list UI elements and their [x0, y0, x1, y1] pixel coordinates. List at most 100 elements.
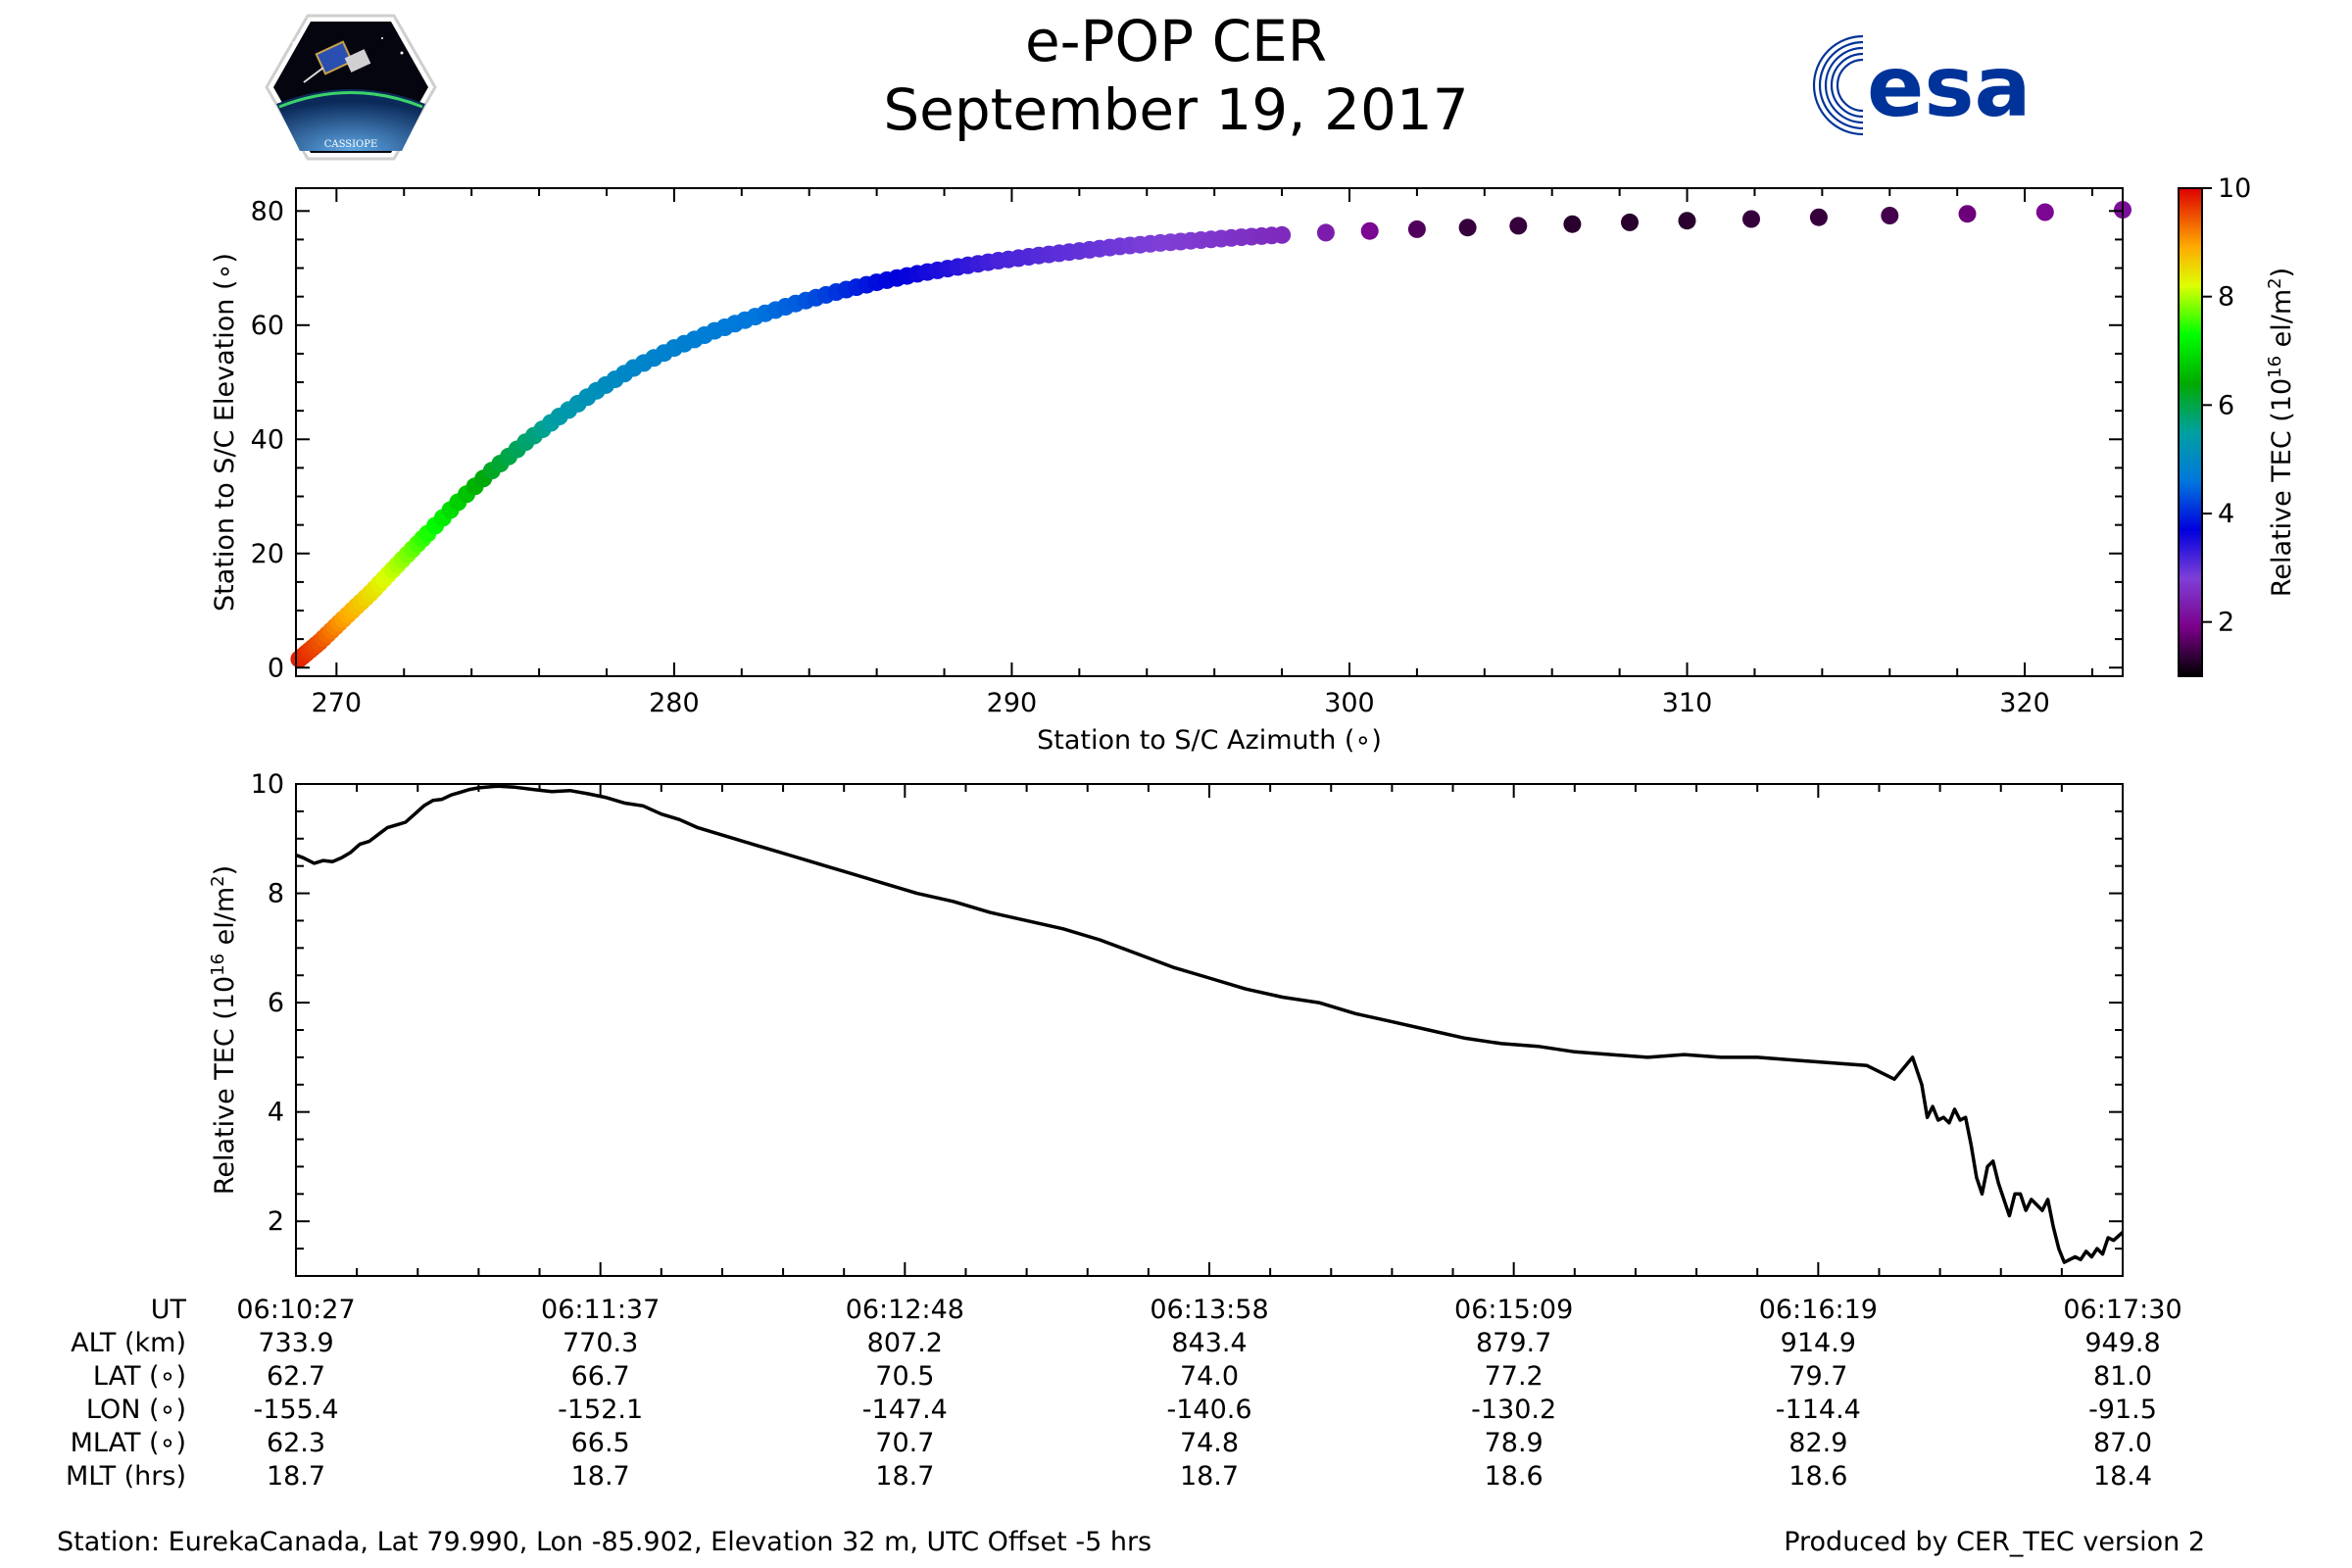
y-axis-label: Relative TEC (1016 el/m2)	[208, 865, 241, 1195]
table-cell: -130.2	[1471, 1395, 1557, 1425]
table-cell: 74.0	[1179, 1361, 1240, 1392]
label-superscript: 2	[2265, 277, 2285, 288]
tec-time-plot: 2 4 6 8 10 Relative TEC (1016 el/m2)	[208, 769, 2125, 1277]
table-cell: 74.8	[1179, 1428, 1240, 1458]
track-point	[1563, 215, 1582, 233]
table-cell: 879.7	[1476, 1328, 1552, 1358]
table-cell: 18.7	[1179, 1461, 1240, 1492]
track-point	[1407, 220, 1426, 238]
table-cell: 18.6	[1788, 1461, 1848, 1492]
label-segment: el/m	[2267, 289, 2297, 356]
x-tick-label: 280	[649, 688, 700, 718]
y-tick-label: 60	[251, 311, 284, 341]
table-cell: 62.7	[266, 1361, 326, 1392]
label-segment: Relative TEC (10	[2267, 378, 2297, 597]
table-cell: 18.7	[875, 1461, 935, 1492]
table-cell: 06:13:58	[1150, 1295, 1269, 1325]
table-cell: 06:10:27	[236, 1295, 356, 1325]
table-cell: -155.4	[253, 1395, 339, 1425]
table-cell: 733.9	[258, 1328, 334, 1358]
y-tick-label: 2	[268, 1206, 284, 1237]
table-row-label: MLAT (∘)	[70, 1428, 186, 1458]
tec-series-line	[295, 784, 2125, 1264]
station-info: Station: EurekaCanada, Lat 79.990, Lon -…	[57, 1527, 1152, 1557]
table-cell: -91.5	[2088, 1395, 2157, 1425]
esa-logo-text: esa	[1867, 38, 2032, 136]
colorbar-label: Relative TEC (1016 el/m2)	[2265, 268, 2298, 597]
table-cell: 807.2	[866, 1328, 943, 1358]
x-tick-label: 300	[1324, 688, 1375, 718]
table-cell: -147.4	[861, 1395, 948, 1425]
elevation-azimuth-plot: 270 280 290 300 310 320 0 20 40 60 80 Station to S/…	[210, 187, 2132, 756]
y-tick-label: 0	[268, 653, 284, 683]
cassiope-logo-text: CASSIOPE	[324, 139, 378, 150]
plot-frame	[295, 783, 2124, 1277]
track-point	[1678, 212, 1696, 230]
table-cell: 06:16:19	[1758, 1295, 1878, 1325]
y-tick-label: 10	[251, 769, 284, 800]
y-tick-label: 20	[251, 539, 284, 569]
table-cell: 77.2	[1484, 1361, 1544, 1392]
y-tick-label: 8	[268, 879, 284, 909]
table-cell: 66.5	[570, 1428, 630, 1458]
table-cell: 770.3	[563, 1328, 639, 1358]
label-segment: )	[210, 865, 240, 876]
figure-title: e-POP CER	[1024, 8, 1328, 74]
label-superscript: 16	[208, 954, 228, 976]
y-tick-label: 40	[251, 424, 284, 455]
y-tick-label: 80	[251, 196, 284, 226]
track-point	[2035, 203, 2054, 221]
table-cell: 87.0	[2092, 1428, 2153, 1458]
label-segment: el/m	[210, 887, 240, 954]
table-cell: 70.7	[875, 1428, 935, 1458]
x-axis-label: Station to S/C Azimuth (∘)	[1037, 725, 1382, 756]
table-cell: 06:17:30	[2063, 1295, 2182, 1325]
track-point	[1316, 223, 1335, 242]
table-cell: 06:12:48	[845, 1295, 964, 1325]
table-cell: 70.5	[875, 1361, 935, 1392]
table-row-label: LAT (∘)	[92, 1361, 186, 1392]
track-point	[1881, 207, 1899, 224]
ephemeris-table: UT ALT (km) LAT (∘) LON (∘) MLAT (∘) MLT (hrs…	[0, 1294, 2352, 1509]
table-cell: -152.1	[558, 1395, 644, 1425]
plot-frame	[295, 187, 2124, 677]
y-tick-label: 4	[268, 1098, 284, 1128]
colorbar-tick-label: 8	[2218, 282, 2234, 313]
table-cell: 06:11:37	[541, 1295, 661, 1325]
table-cell: 18.6	[1484, 1461, 1544, 1492]
table-row-label: MLT (hrs)	[65, 1461, 186, 1492]
colorbar-gradient	[2178, 187, 2203, 677]
table-cell: 06:15:09	[1454, 1295, 1574, 1325]
cassiope-patch-icon: CASSIOPE	[265, 14, 437, 161]
table-cell: 81.0	[2092, 1361, 2153, 1392]
y-tick-label: 6	[268, 988, 284, 1018]
track-point	[1809, 208, 1828, 226]
colorbar-tick-label: 2	[2218, 608, 2234, 638]
track-point	[1742, 210, 1760, 228]
table-cell: 18.7	[266, 1461, 326, 1492]
table-cell: 62.3	[266, 1428, 326, 1458]
colorbar-tick-label: 4	[2218, 499, 2234, 529]
colorbar-tick-label: 10	[2218, 173, 2251, 204]
table-cell: 843.4	[1171, 1328, 1248, 1358]
track-point	[1621, 213, 1639, 231]
table-cell: 78.9	[1484, 1428, 1544, 1458]
table-cell: -140.6	[1166, 1395, 1252, 1425]
table-cell: 79.7	[1788, 1361, 1848, 1392]
track-point	[1273, 225, 1292, 244]
track-point	[1360, 221, 1379, 240]
track-point	[1458, 219, 1477, 237]
y-axis-label: Station to S/C Elevation (∘)	[210, 253, 240, 612]
esa-logo-icon: esa	[1812, 34, 2032, 136]
label-superscript: 2	[208, 875, 228, 886]
x-tick-label: 320	[1999, 688, 2050, 718]
table-cell: 66.7	[570, 1361, 630, 1392]
produced-by: Produced by CER_TEC version 2	[1784, 1527, 2205, 1557]
table-cell: 18.4	[2092, 1461, 2153, 1492]
table-cell: 949.8	[2084, 1328, 2161, 1358]
track-point	[1509, 217, 1528, 235]
table-row-label: UT	[150, 1295, 186, 1325]
table-cell: 914.9	[1780, 1328, 1856, 1358]
